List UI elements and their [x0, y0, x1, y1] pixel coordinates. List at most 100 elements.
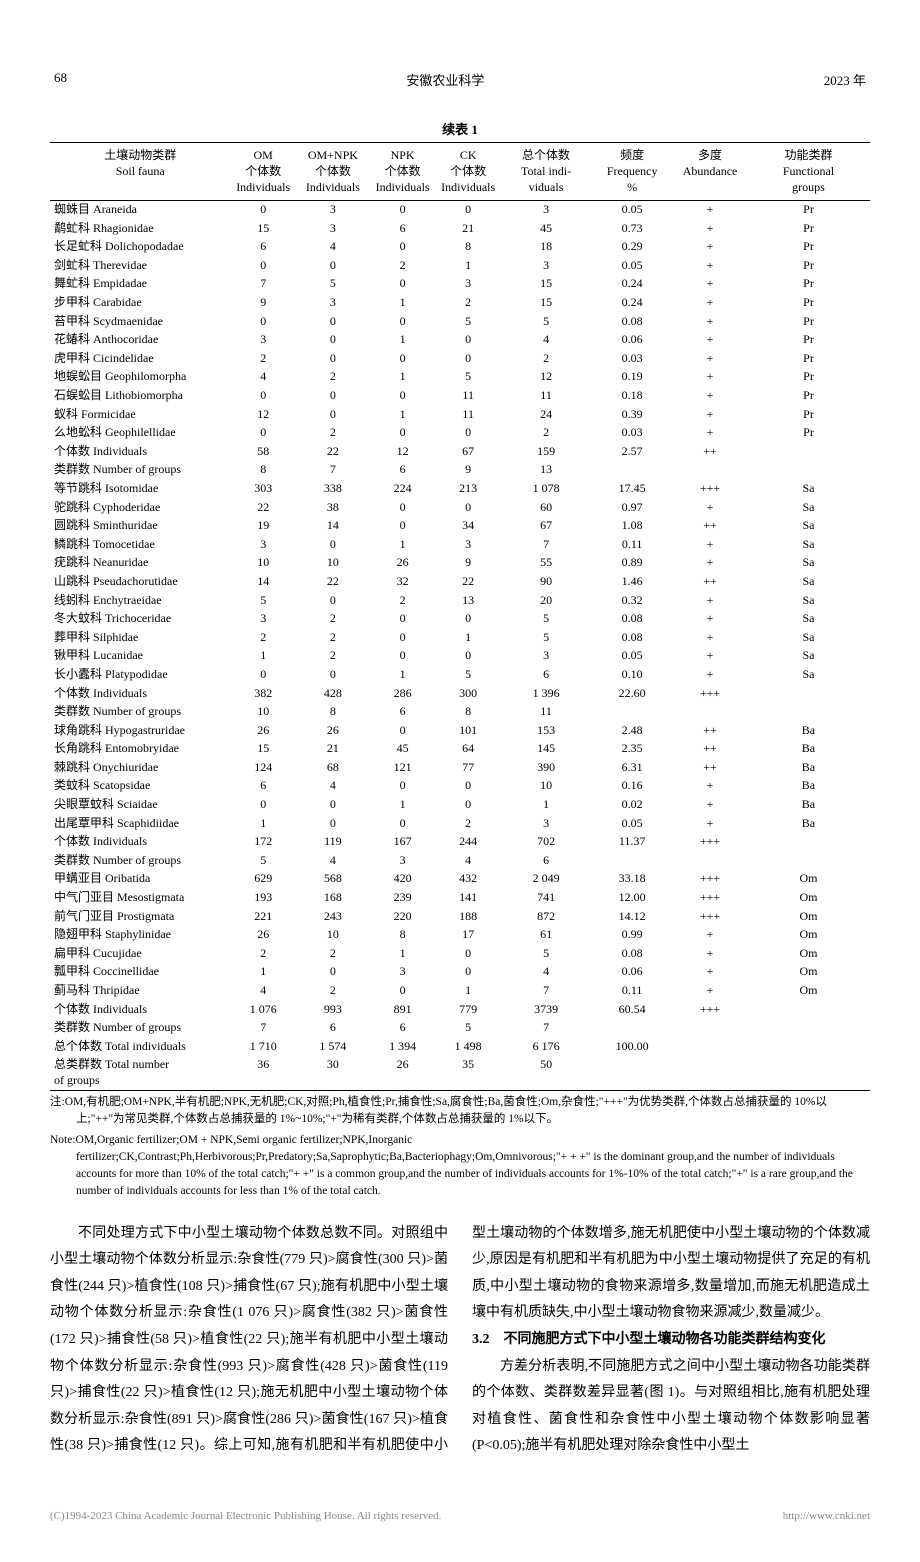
table-cell: 0.29 — [591, 238, 673, 257]
table-cell: 9 — [230, 294, 296, 313]
table-cell: 22 — [230, 498, 296, 517]
table-cell: 26 — [370, 1056, 436, 1091]
table-cell: Sa — [747, 517, 870, 536]
table-cell: 224 — [370, 479, 436, 498]
table-cell: 2 — [370, 591, 436, 610]
table-cell: 0.05 — [591, 200, 673, 219]
table-cell — [747, 1037, 870, 1056]
table-cell: 0 — [370, 275, 436, 294]
table-cell: 1 396 — [501, 684, 591, 703]
table-cell: 1 — [370, 331, 436, 350]
table-cell: Sa — [747, 535, 870, 554]
table-cell: Pr — [747, 312, 870, 331]
table-cell: + — [673, 982, 747, 1001]
table-cell: 地蜈蚣目 Geophilomorpha — [50, 368, 230, 387]
table-cell: 1 — [370, 368, 436, 387]
body-text: 不同处理方式下中小型土壤动物个体数总数不同。对照组中小型土壤动物个体数分析显示:… — [50, 1221, 870, 1460]
table-cell: 2.35 — [591, 740, 673, 759]
table-cell: 9 — [435, 461, 501, 480]
table-cell: 338 — [296, 479, 370, 498]
table-cell: ++ — [673, 740, 747, 759]
table-row: 出尾覃甲科 Scaphidiidae100230.05+Ba — [50, 814, 870, 833]
table-cell: Pr — [747, 424, 870, 443]
table-cell: Ba — [747, 721, 870, 740]
table-cell: 2 — [435, 814, 501, 833]
table-cell: + — [673, 331, 747, 350]
table-cell: 213 — [435, 479, 501, 498]
table-cell: 0.06 — [591, 331, 673, 350]
table-cell: 4 — [230, 982, 296, 1001]
table-cell: 3 — [370, 963, 436, 982]
table-row: 鳞跳科 Tomocetidae301370.11+Sa — [50, 535, 870, 554]
table-row: 苔甲科 Scydmaenidae000550.08+Pr — [50, 312, 870, 331]
table-row: 剑虻科 Therevidae002130.05+Pr — [50, 256, 870, 275]
table-cell: 5 — [296, 275, 370, 294]
table-cell: 0 — [435, 498, 501, 517]
table-cell: 382 — [230, 684, 296, 703]
table-cell: 300 — [435, 684, 501, 703]
table-cell: 20 — [501, 591, 591, 610]
table-row: 蜘蛛目 Araneida030030.05+Pr — [50, 200, 870, 219]
table-cell: 1 — [435, 628, 501, 647]
table-cell: + — [673, 796, 747, 815]
table-cell: 0 — [435, 944, 501, 963]
table-cell: Pr — [747, 368, 870, 387]
table-cell: 总类群数 Total numberof groups — [50, 1056, 230, 1091]
table-cell: 12 — [230, 405, 296, 424]
table-cell: 188 — [435, 907, 501, 926]
table-cell: 45 — [370, 740, 436, 759]
table-cell: 0.08 — [591, 944, 673, 963]
table-cell: 420 — [370, 870, 436, 889]
table-cell: 77 — [435, 758, 501, 777]
paragraph-2: 方差分析表明,不同施肥方式之间中小型土壤动物各功能类群的个体数、类群数差异显著(… — [472, 1354, 870, 1460]
table-cell: + — [673, 944, 747, 963]
table-cell: 0 — [370, 814, 436, 833]
table-cell: Om — [747, 982, 870, 1001]
table-cell: 0 — [296, 387, 370, 406]
table-cell: 14.12 — [591, 907, 673, 926]
table-cell: 5 — [435, 312, 501, 331]
table-row: 花蝽科 Anthocoridae301040.06+Pr — [50, 331, 870, 350]
table-cell: 1 — [370, 535, 436, 554]
table-cell: 山跳科 Pseudachorutidae — [50, 572, 230, 591]
table-cell: 36 — [230, 1056, 296, 1091]
table-cell: 6 — [370, 461, 436, 480]
table-cell: 10 — [296, 926, 370, 945]
table-title: 续表 1 — [50, 119, 870, 138]
table-row: 个体数 Individuals1 076993891779373960.54++… — [50, 1000, 870, 1019]
table-cell — [673, 461, 747, 480]
table-cell: 2 — [296, 647, 370, 666]
table-cell: 1 — [370, 665, 436, 684]
table-cell: 11 — [501, 387, 591, 406]
table-cell: 棘跳科 Onychiuridae — [50, 758, 230, 777]
table-cell: 6 176 — [501, 1037, 591, 1056]
table-cell: Om — [747, 870, 870, 889]
table-cell: 26 — [230, 721, 296, 740]
table-row: 长角跳科 Entomobryidae152145641452.35++Ba — [50, 740, 870, 759]
table-cell: 0.32 — [591, 591, 673, 610]
table-cell: 0.18 — [591, 387, 673, 406]
table-cell: Om — [747, 963, 870, 982]
column-header: 功能类群Functionalgroups — [747, 143, 870, 201]
table-cell: 15 — [230, 219, 296, 238]
table-cell: 3 — [296, 200, 370, 219]
table-cell: 1 394 — [370, 1037, 436, 1056]
table-cell: 3 — [296, 294, 370, 313]
table-cell: 124 — [230, 758, 296, 777]
year: 2023 年 — [824, 70, 866, 89]
table-cell: 0 — [370, 647, 436, 666]
table-cell: 15 — [230, 740, 296, 759]
table-cell: Pr — [747, 256, 870, 275]
table-cell — [747, 833, 870, 852]
table-cell: Ba — [747, 758, 870, 777]
table-cell: + — [673, 368, 747, 387]
table-cell: 3 — [230, 610, 296, 629]
table-cell: 0 — [230, 387, 296, 406]
table-row: 个体数 Individuals582212671592.57++ — [50, 442, 870, 461]
table-cell: 4 — [501, 331, 591, 350]
table-cell: + — [673, 275, 747, 294]
table-cell: 1 — [501, 796, 591, 815]
table-cell: +++ — [673, 889, 747, 908]
table-cell: 702 — [501, 833, 591, 852]
table-cell: 0 — [435, 796, 501, 815]
